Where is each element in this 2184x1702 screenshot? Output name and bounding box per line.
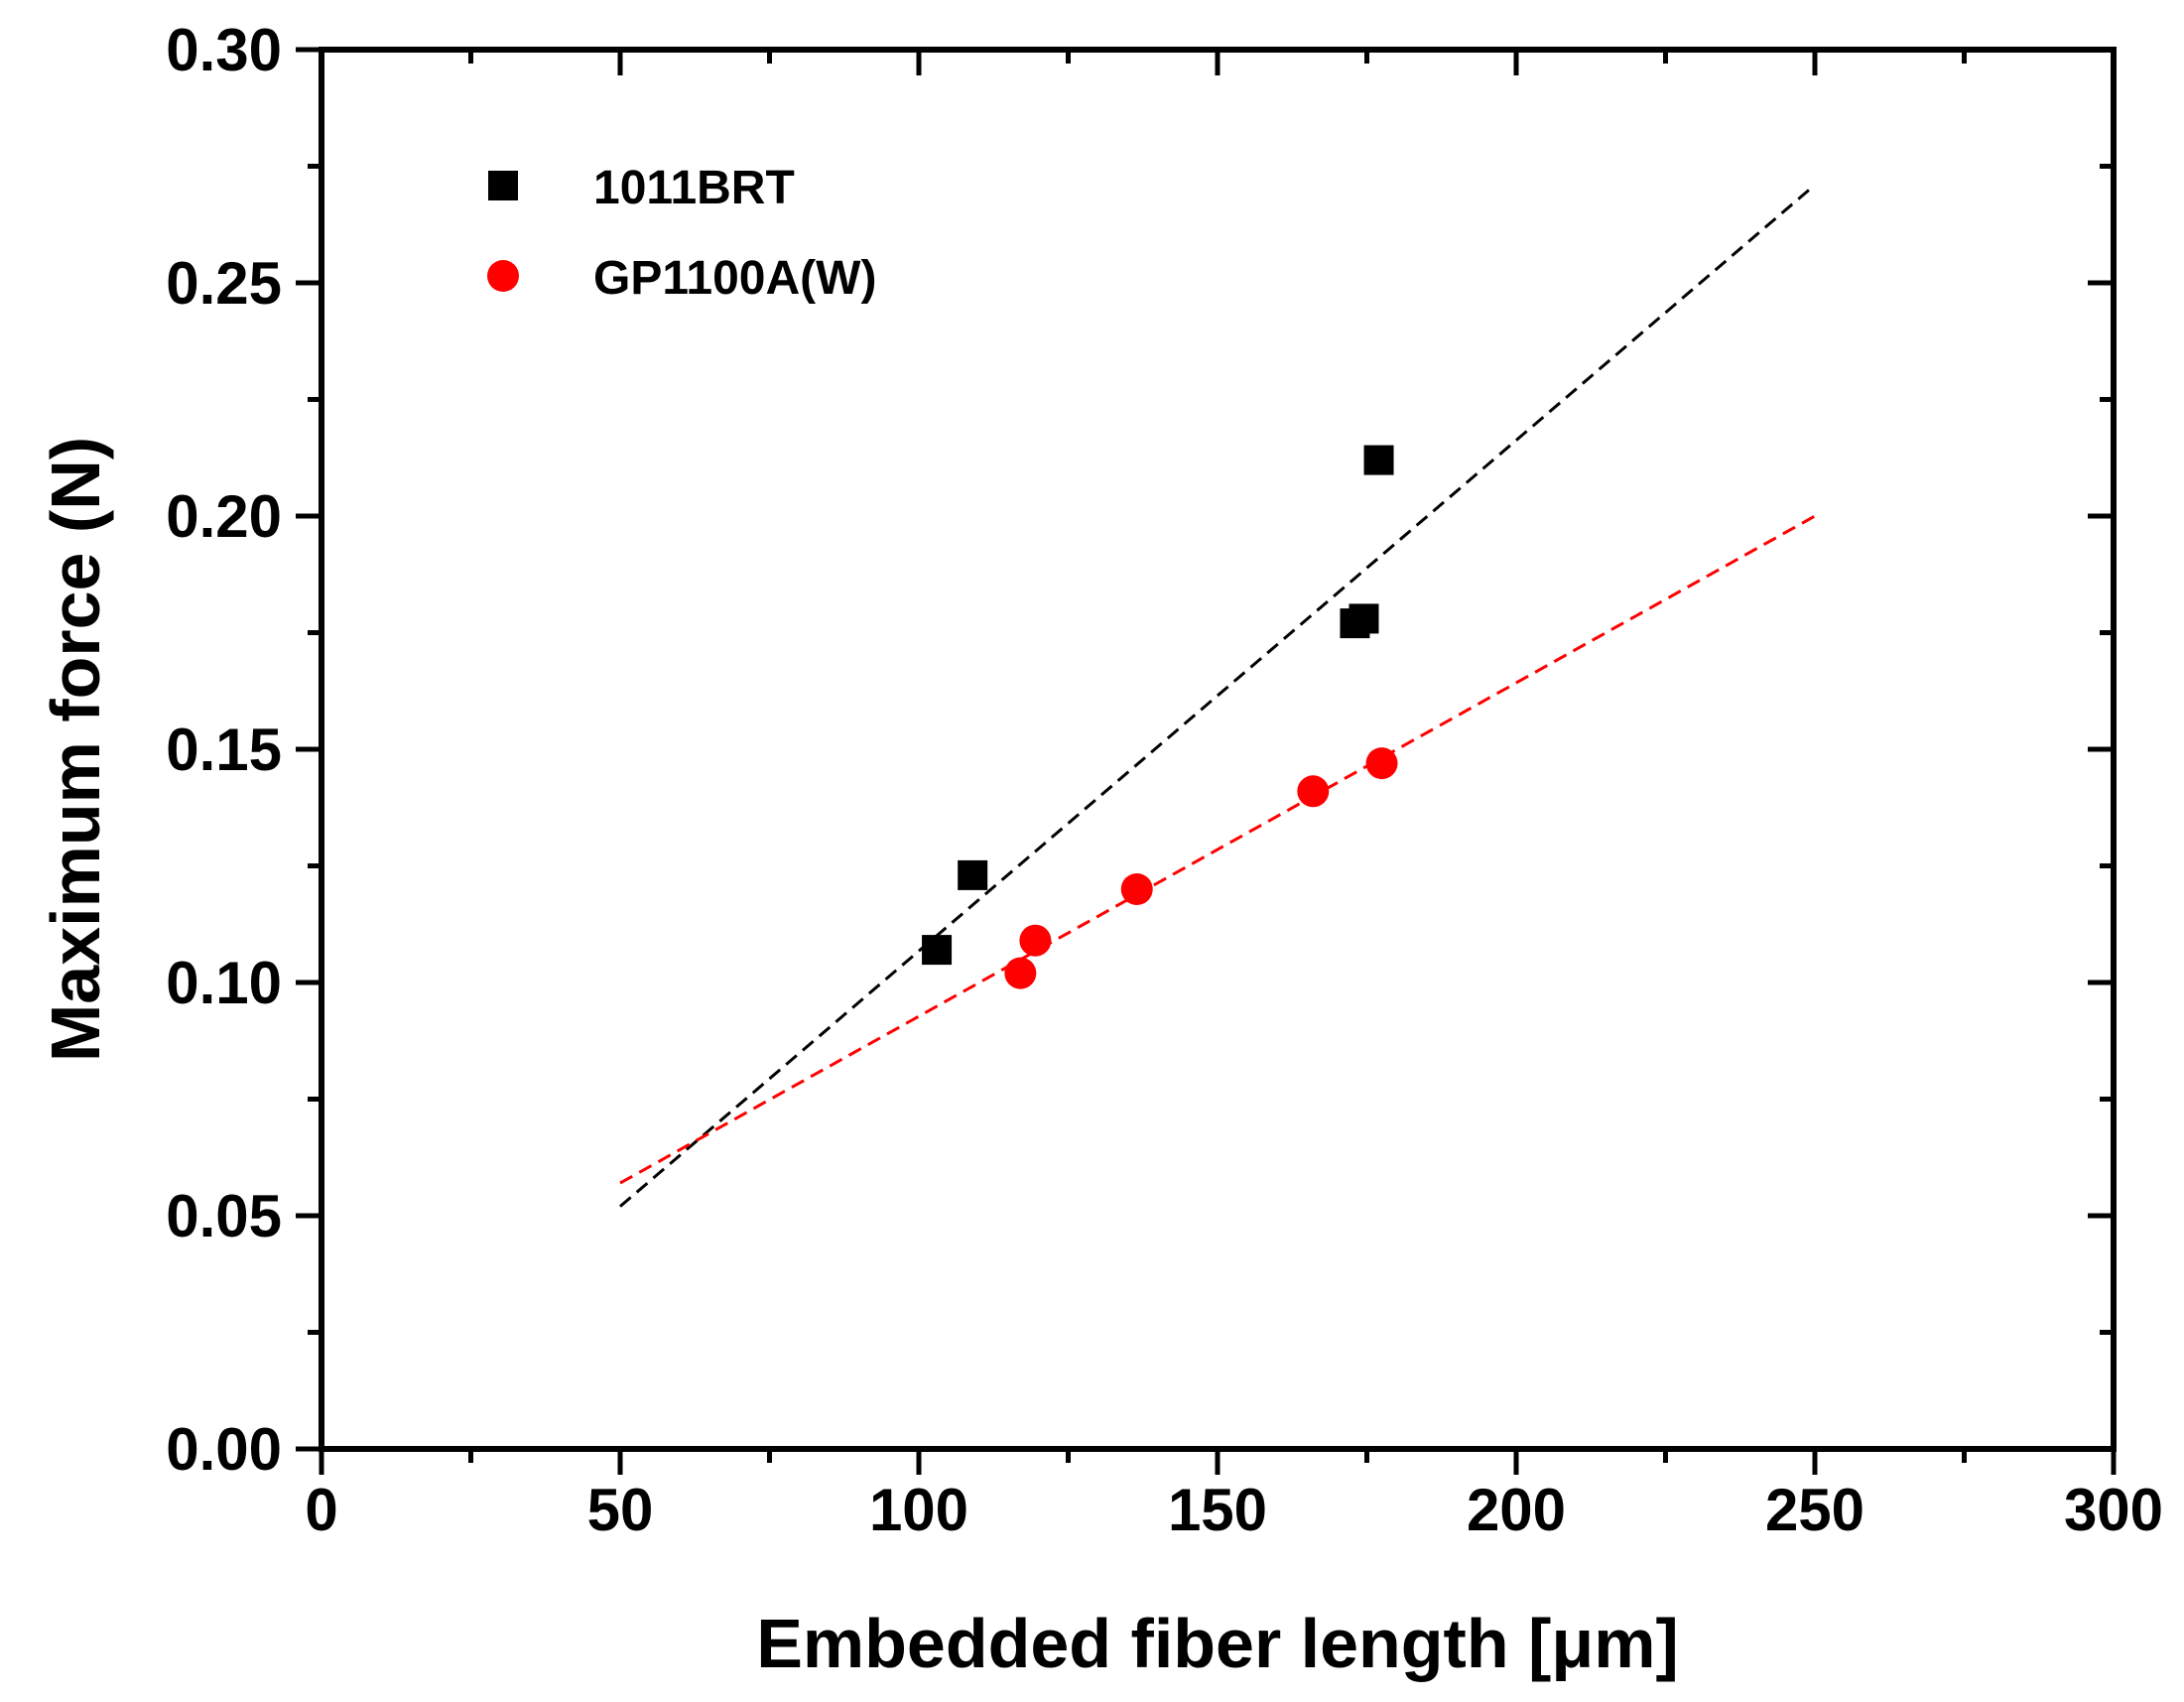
- fit-line-1: [619, 514, 1816, 1185]
- data-points: [922, 445, 1398, 989]
- y-tick-label: 0.05: [166, 1183, 282, 1249]
- legend-marker-1011brt: [488, 171, 518, 200]
- data-point-circle: [1297, 775, 1330, 808]
- x-tick-label: 250: [1765, 1477, 1864, 1543]
- data-point-square: [1349, 603, 1379, 634]
- y-tick-label: 0.10: [166, 950, 282, 1016]
- x-tick-label: 300: [2064, 1477, 2163, 1543]
- data-point-square: [922, 935, 953, 966]
- x-tick-label: 0: [305, 1477, 337, 1543]
- y-tick-label: 0.30: [166, 17, 282, 83]
- x-tick-label: 100: [869, 1477, 968, 1543]
- x-tick-label: 50: [587, 1477, 654, 1543]
- x-tick-label: 200: [1467, 1477, 1566, 1543]
- data-point-square: [1363, 445, 1394, 475]
- x-axis-title: Embedded fiber length [μm]: [756, 1605, 1679, 1682]
- data-point-square: [958, 859, 988, 890]
- data-point-circle: [1365, 747, 1398, 780]
- legend: 1011BRT GP1100A(W): [487, 162, 876, 305]
- plot-frame: [319, 47, 2117, 1452]
- x-tick-label: 150: [1168, 1477, 1267, 1543]
- y-tick-label: 0.00: [166, 1416, 282, 1483]
- x-tick-labels: 0 50 100 150 200 250 300: [305, 1477, 2163, 1543]
- y-tick-label: 0.20: [166, 483, 282, 550]
- data-point-circle: [1004, 957, 1037, 989]
- legend-marker-gp1100a: [487, 260, 519, 292]
- y-axis-title: Maximum force (N): [37, 437, 114, 1062]
- data-point-circle: [1019, 924, 1052, 957]
- y-tick-label: 0.15: [166, 717, 282, 783]
- y-tick-labels: 0.00 0.05 0.10 0.15 0.20 0.25 0.30: [166, 17, 282, 1483]
- axis-ticks: [296, 47, 2117, 1475]
- legend-label-1011brt: 1011BRT: [593, 162, 795, 214]
- data-point-circle: [1120, 873, 1153, 905]
- fit-lines: [619, 184, 1816, 1208]
- legend-label-gp1100a: GP1100A(W): [593, 252, 876, 305]
- fit-line-0: [619, 184, 1816, 1208]
- y-tick-label: 0.25: [166, 250, 282, 317]
